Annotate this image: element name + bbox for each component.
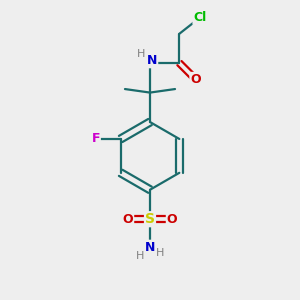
Text: H: H — [137, 49, 146, 59]
Text: N: N — [147, 54, 157, 67]
Text: H: H — [136, 251, 144, 261]
Text: O: O — [167, 213, 177, 226]
Text: S: S — [145, 212, 155, 226]
Text: N: N — [145, 241, 155, 254]
Text: H: H — [156, 248, 164, 258]
Text: O: O — [123, 213, 133, 226]
Text: Cl: Cl — [194, 11, 207, 24]
Text: O: O — [190, 73, 201, 86]
Text: F: F — [92, 133, 100, 146]
